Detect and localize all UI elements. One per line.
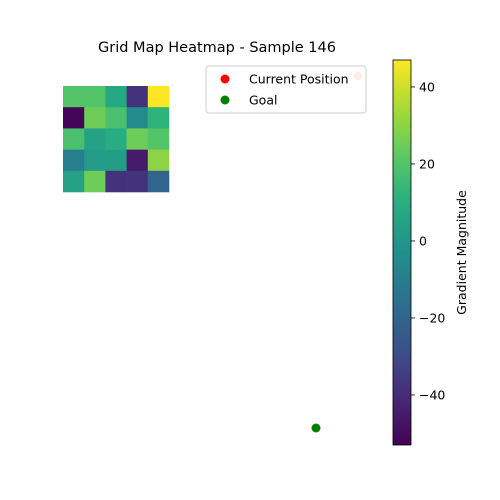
colorbar-tick-label: −40 — [419, 387, 445, 402]
heatmap-cell — [105, 86, 127, 108]
heatmap-cell — [126, 86, 149, 108]
colorbar: −40 −20 0 20 40 Gradient Magnitude — [392, 59, 469, 446]
heatmap-cell — [147, 149, 170, 172]
heatmap-cell — [84, 149, 106, 172]
colorbar-gradient — [392, 59, 412, 446]
heatmap-cell — [105, 107, 127, 129]
marker-layer — [311, 71, 363, 433]
heatmap-cell — [126, 128, 149, 150]
heatmap-grid — [63, 86, 170, 193]
legend-goal-marker — [220, 95, 230, 105]
heatmap-cell — [126, 107, 149, 129]
heatmap-cell — [105, 170, 127, 193]
legend-current-position-marker — [220, 74, 230, 84]
heatmap-cell — [63, 86, 85, 108]
heatmap-cell — [84, 128, 106, 150]
chart-title: Grid Map Heatmap - Sample 146 — [98, 40, 336, 56]
heatmap-cell — [105, 128, 127, 150]
legend: Current Position Goal — [205, 65, 367, 114]
heatmap-cell — [105, 149, 127, 172]
legend-box — [205, 65, 367, 114]
heatmap-cell — [126, 170, 149, 193]
heatmap-cell — [147, 86, 170, 108]
heatmap-cell — [147, 128, 170, 150]
colorbar-tick-label: 0 — [419, 233, 427, 248]
colorbar-label: Gradient Magnitude — [454, 190, 469, 315]
heatmap-cell — [84, 170, 106, 193]
heatmap-cell — [63, 107, 85, 129]
heatmap-cell — [126, 149, 149, 172]
colorbar-tick-label: 20 — [419, 156, 435, 171]
heatmap-cell — [63, 170, 85, 193]
legend-label: Current Position — [249, 72, 349, 87]
colorbar-tick-label: 40 — [419, 79, 435, 94]
colorbar-tick-label: −20 — [419, 310, 445, 325]
heatmap-cell — [63, 149, 85, 172]
heatmap-cell — [84, 107, 106, 129]
heatmap-cell — [84, 86, 106, 108]
legend-label: Goal — [249, 93, 277, 108]
heatmap-cell — [63, 128, 85, 150]
heatmap-cell — [147, 107, 170, 129]
goal-marker — [311, 423, 321, 433]
heatmap-cell — [147, 170, 170, 193]
